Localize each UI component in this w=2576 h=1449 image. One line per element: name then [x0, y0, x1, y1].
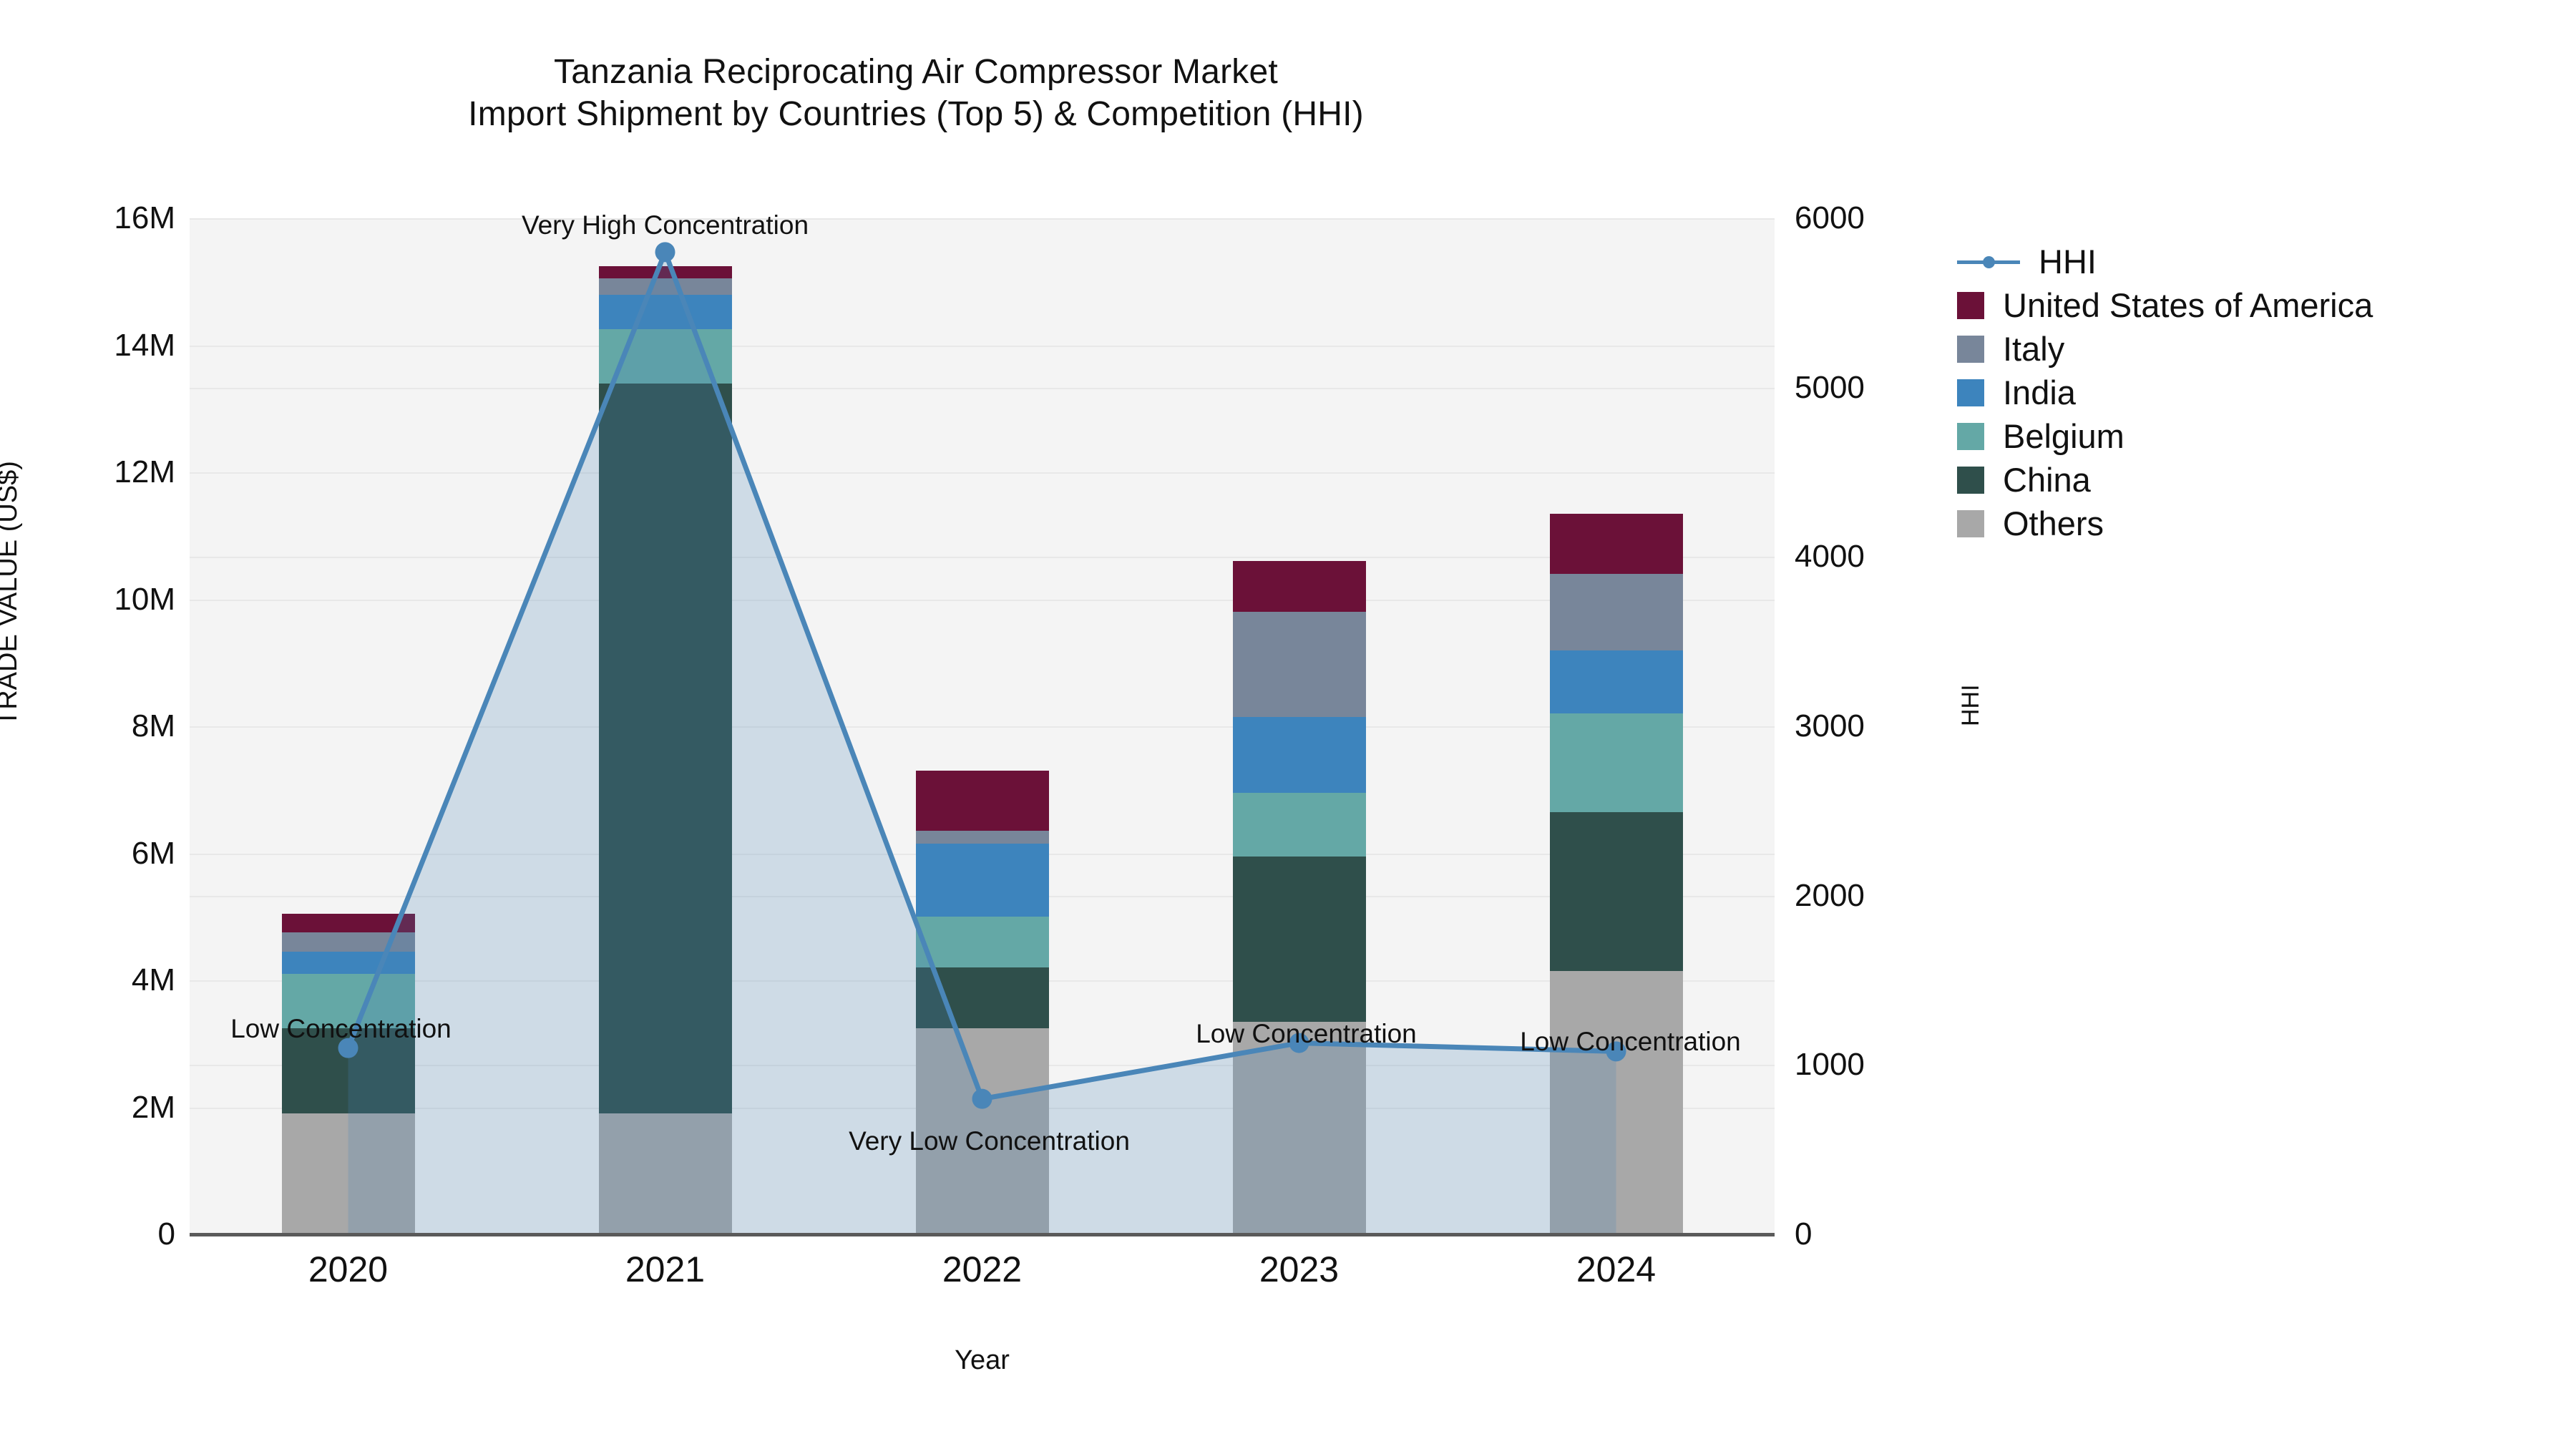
- x-axis-title: Year: [955, 1345, 1010, 1375]
- y-axis-right-tick-label: 6000: [1795, 200, 1865, 235]
- bar-segment[interactable]: [1549, 811, 1683, 971]
- bar-segment[interactable]: [598, 383, 732, 1114]
- y-axis-right-tick-label: 1000: [1795, 1047, 1865, 1083]
- x-axis-tick-label-2024: 2024: [1576, 1249, 1657, 1289]
- bar-group-2021[interactable]: [598, 265, 732, 1234]
- hhi-annotation: Low Concentration: [1196, 1018, 1417, 1048]
- y-axis-left-tick-label: 10M: [114, 581, 175, 617]
- bar-segment[interactable]: [915, 917, 1049, 968]
- bar-segment[interactable]: [281, 913, 415, 933]
- gridline: [190, 345, 1775, 347]
- bar-segment[interactable]: [598, 294, 732, 330]
- bar-segment[interactable]: [915, 967, 1049, 1028]
- legend-item[interactable]: HHI: [1957, 240, 2558, 283]
- legend-item[interactable]: Belgium: [1957, 414, 2558, 458]
- y-axis-left-tick-label: 8M: [131, 708, 175, 743]
- gridline: [190, 599, 1775, 601]
- bar-segment[interactable]: [598, 329, 732, 384]
- y-axis-left-tick-label: 14M: [114, 327, 175, 363]
- bar-segment[interactable]: [281, 932, 415, 952]
- gridline-secondary: [190, 726, 1775, 728]
- bar-segment[interactable]: [1232, 793, 1366, 857]
- chart-title-line-1: Tanzania Reciprocating Air Compressor Ma…: [554, 53, 1278, 91]
- bar-segment[interactable]: [1232, 561, 1366, 613]
- bar-group-2023[interactable]: [1232, 561, 1366, 1234]
- bar-segment[interactable]: [1232, 856, 1366, 1022]
- bar-segment[interactable]: [281, 1113, 415, 1234]
- legend-color-swatch: [1957, 291, 1984, 319]
- bar-segment[interactable]: [1232, 716, 1366, 794]
- y-axis-left-tick-label: 4M: [131, 962, 175, 997]
- hhi-annotation: Very Low Concentration: [849, 1126, 1130, 1156]
- legend-item-label: United States of America: [2003, 286, 2373, 324]
- bar-group-2024[interactable]: [1549, 513, 1683, 1234]
- x-axis-tick-label-2023: 2023: [1259, 1249, 1340, 1289]
- legend-color-swatch: [1957, 466, 1984, 494]
- y-axis-left-tick-label: 2M: [131, 1089, 175, 1125]
- bar-segment[interactable]: [1549, 574, 1683, 650]
- hhi-annotation: Low Concentration: [1520, 1027, 1741, 1057]
- legend-item-label: Belgium: [2003, 417, 2124, 455]
- bar-segment[interactable]: [1549, 970, 1683, 1234]
- y-axis-right-tick-label: 4000: [1795, 539, 1865, 575]
- y-axis-right-title: HHI: [1957, 684, 1984, 726]
- y-axis-right-tick-label: 0: [1795, 1216, 1813, 1252]
- legend-item-label: India: [2003, 374, 2076, 411]
- bar-segment[interactable]: [1232, 612, 1366, 717]
- y-axis-left-tick-label: 0: [157, 1216, 175, 1252]
- bar-segment[interactable]: [598, 265, 732, 279]
- gridline-secondary: [190, 387, 1775, 389]
- gridline: [190, 472, 1775, 474]
- hhi-annotation: Low Concentration: [230, 1013, 452, 1043]
- y-axis-left-title: TRADE VALUE (US$): [0, 461, 23, 726]
- x-axis-tick-label-2022: 2022: [942, 1249, 1023, 1289]
- legend-item[interactable]: Italy: [1957, 327, 2558, 371]
- x-axis-tick-label-2020: 2020: [308, 1249, 389, 1289]
- legend-line-icon: [1957, 248, 2020, 275]
- plot-area: [190, 218, 1775, 1236]
- y-axis-right-tick-label: 3000: [1795, 708, 1865, 743]
- x-axis-line: [190, 1233, 1775, 1236]
- legend-item-label: Others: [2003, 504, 2104, 542]
- legend-color-swatch: [1957, 422, 1984, 450]
- bar-segment[interactable]: [915, 831, 1049, 844]
- legend-item-label: HHI: [2039, 243, 2097, 280]
- bar-segment[interactable]: [1232, 1021, 1366, 1234]
- legend-item[interactable]: Others: [1957, 502, 2558, 545]
- legend-color-swatch: [1957, 335, 1984, 363]
- gridline-secondary: [190, 557, 1775, 559]
- bar-segment[interactable]: [598, 1113, 732, 1234]
- legend-item-label: China: [2003, 461, 2091, 499]
- bar-segment[interactable]: [915, 771, 1049, 831]
- legend-color-swatch: [1957, 509, 1984, 537]
- y-axis-right-tick-label: 2000: [1795, 877, 1865, 913]
- legend-color-swatch: [1957, 379, 1984, 406]
- hhi-annotation: Very High Concentration: [521, 210, 809, 240]
- y-axis-left-tick-label: 16M: [114, 200, 175, 235]
- chart-title-line-2: Import Shipment by Countries (Top 5) & C…: [468, 94, 1364, 133]
- bar-segment[interactable]: [281, 952, 415, 975]
- y-axis-left-tick-label: 6M: [131, 835, 175, 871]
- legend-item-label: Italy: [2003, 330, 2065, 368]
- legend-item[interactable]: United States of America: [1957, 283, 2558, 327]
- bar-segment[interactable]: [915, 844, 1049, 917]
- bar-segment[interactable]: [1549, 713, 1683, 812]
- chart-legend: HHI United States of America Italy India Bel…: [1957, 240, 2558, 545]
- legend-item[interactable]: India: [1957, 371, 2558, 414]
- bar-group-2020[interactable]: [281, 913, 415, 1234]
- gridline-secondary: [190, 218, 1775, 220]
- y-axis-right-tick-label: 5000: [1795, 369, 1865, 405]
- bar-group-2022[interactable]: [915, 771, 1049, 1234]
- bar-segment[interactable]: [598, 278, 732, 295]
- bar-segment[interactable]: [1549, 650, 1683, 714]
- x-axis-tick-label-2021: 2021: [625, 1249, 706, 1289]
- y-axis-left-tick-label: 12M: [114, 454, 175, 489]
- chart-title-block: Tanzania Reciprocating Air Compressor Ma…: [0, 52, 1832, 135]
- bar-segment[interactable]: [1549, 513, 1683, 574]
- legend-item[interactable]: China: [1957, 458, 2558, 502]
